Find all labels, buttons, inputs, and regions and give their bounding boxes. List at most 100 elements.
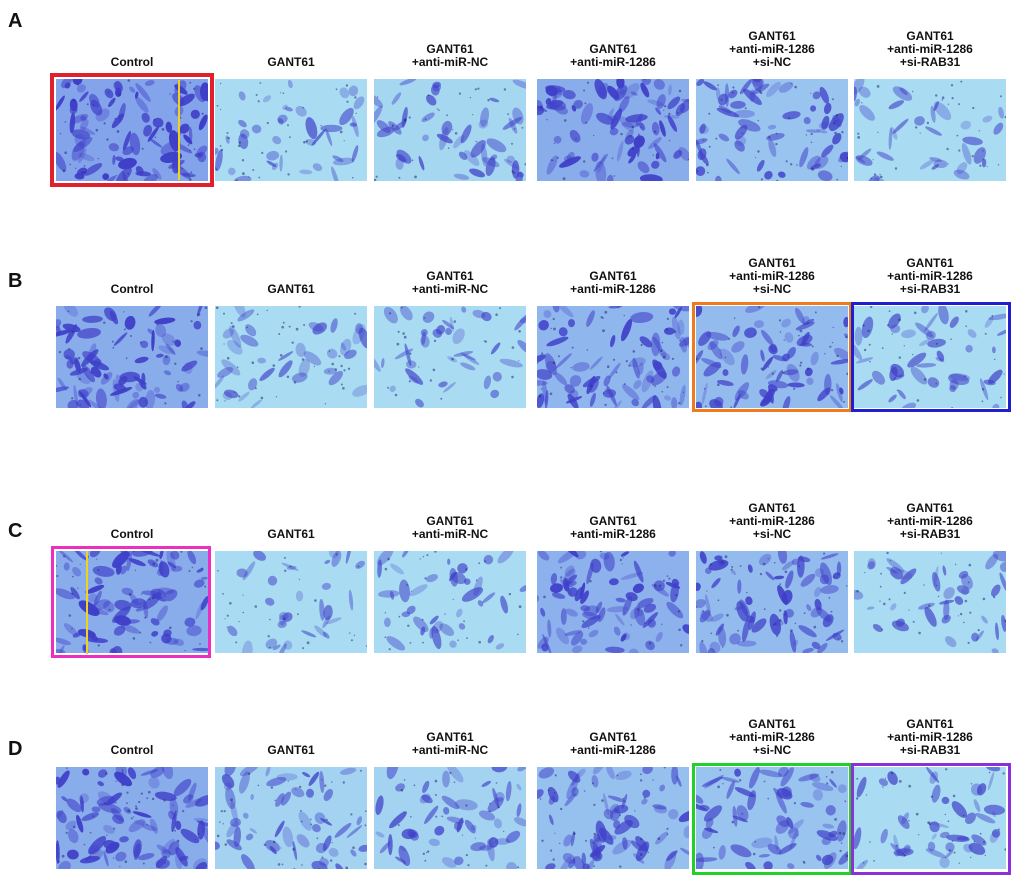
panel-letter-d: D bbox=[8, 738, 23, 760]
column-label: GANT61 bbox=[211, 528, 371, 541]
column-label-line: GANT61 bbox=[426, 514, 474, 528]
micrograph bbox=[696, 306, 848, 408]
column-label-line: GANT61 bbox=[426, 42, 474, 56]
column-label-line: +anti-miR-1286 bbox=[729, 269, 815, 283]
column-label: GANT61 +anti-miR-1286 bbox=[533, 515, 693, 541]
column-label: GANT61 +anti-miR-1286 bbox=[533, 270, 693, 296]
micrograph bbox=[56, 79, 208, 181]
column-label: Control bbox=[52, 744, 212, 757]
column-label-line: +si-NC bbox=[752, 527, 792, 541]
column-label-line: +si-RAB31 bbox=[899, 527, 961, 541]
column-label-line: GANT61 bbox=[267, 743, 315, 757]
column-label: GANT61 +anti-miR-1286 +si-NC bbox=[692, 257, 852, 296]
column-label: GANT61 +anti-miR-1286 bbox=[533, 43, 693, 69]
column-label: GANT61 +anti-miR-NC bbox=[370, 731, 530, 757]
column-label-line: +si-NC bbox=[752, 282, 792, 296]
micrograph bbox=[854, 551, 1006, 653]
column-label-line: +anti-miR-NC bbox=[411, 743, 489, 757]
column-label: GANT61 +anti-miR-1286 +si-RAB31 bbox=[850, 30, 1010, 69]
column-label-line: Control bbox=[110, 743, 154, 757]
micrograph bbox=[696, 551, 848, 653]
micrograph bbox=[374, 767, 526, 869]
column-label-line: GANT61 bbox=[748, 501, 796, 515]
column-label-line: +si-RAB31 bbox=[899, 55, 961, 69]
micrograph bbox=[854, 306, 1006, 408]
column-label-line: +anti-miR-1286 bbox=[887, 730, 973, 744]
column-label: GANT61 bbox=[211, 744, 371, 757]
micrograph bbox=[374, 551, 526, 653]
micrograph bbox=[696, 767, 848, 869]
column-label-line: Control bbox=[110, 55, 154, 69]
column-label-line: +si-NC bbox=[752, 743, 792, 757]
micrograph bbox=[56, 767, 208, 869]
panel-letter-a: A bbox=[8, 10, 23, 32]
micrograph bbox=[537, 306, 689, 408]
column-label-line: Control bbox=[110, 282, 154, 296]
column-label-line: GANT61 bbox=[426, 730, 474, 744]
column-label: GANT61 bbox=[211, 56, 371, 69]
column-label: GANT61 +anti-miR-1286 +si-RAB31 bbox=[850, 257, 1010, 296]
micrograph bbox=[537, 551, 689, 653]
column-label-line: GANT61 bbox=[589, 269, 637, 283]
column-label: GANT61 +anti-miR-1286 +si-NC bbox=[692, 30, 852, 69]
column-label: GANT61 +anti-miR-1286 +si-RAB31 bbox=[850, 718, 1010, 757]
micrograph bbox=[56, 306, 208, 408]
column-label-line: GANT61 bbox=[906, 501, 954, 515]
micrograph bbox=[56, 551, 208, 653]
column-label-line: +anti-miR-NC bbox=[411, 282, 489, 296]
column-label-line: GANT61 bbox=[589, 730, 637, 744]
column-label-line: +anti-miR-1286 bbox=[729, 42, 815, 56]
column-label: Control bbox=[52, 283, 212, 296]
column-label: GANT61 +anti-miR-NC bbox=[370, 515, 530, 541]
column-label-line: +anti-miR-1286 bbox=[570, 743, 656, 757]
column-label: GANT61 +anti-miR-1286 +si-NC bbox=[692, 718, 852, 757]
micrograph bbox=[215, 767, 367, 869]
column-label-line: GANT61 bbox=[589, 42, 637, 56]
column-label-line: GANT61 bbox=[748, 256, 796, 270]
column-label-line: +anti-miR-NC bbox=[411, 55, 489, 69]
column-label-line: GANT61 bbox=[267, 55, 315, 69]
micrograph bbox=[374, 79, 526, 181]
column-label-line: +anti-miR-1286 bbox=[570, 55, 656, 69]
column-label-line: +anti-miR-NC bbox=[411, 527, 489, 541]
micrograph bbox=[537, 79, 689, 181]
column-label-line: GANT61 bbox=[906, 256, 954, 270]
column-label-line: +anti-miR-1286 bbox=[570, 527, 656, 541]
column-label-line: Control bbox=[110, 527, 154, 541]
column-label-line: GANT61 bbox=[589, 514, 637, 528]
micrograph bbox=[215, 79, 367, 181]
micrograph bbox=[215, 551, 367, 653]
column-label-line: GANT61 bbox=[906, 29, 954, 43]
column-label-line: GANT61 bbox=[906, 717, 954, 731]
micrograph bbox=[537, 767, 689, 869]
panel-letter-b: B bbox=[8, 270, 23, 292]
micrograph bbox=[696, 79, 848, 181]
column-label-line: GANT61 bbox=[267, 527, 315, 541]
column-label: Control bbox=[52, 56, 212, 69]
column-label-line: GANT61 bbox=[426, 269, 474, 283]
column-label-line: +anti-miR-1286 bbox=[729, 730, 815, 744]
micrograph bbox=[374, 306, 526, 408]
column-label: GANT61 +anti-miR-NC bbox=[370, 43, 530, 69]
column-label-line: +si-RAB31 bbox=[899, 743, 961, 757]
column-label-line: +si-NC bbox=[752, 55, 792, 69]
micrograph bbox=[215, 306, 367, 408]
micrograph bbox=[854, 79, 1006, 181]
micrograph bbox=[854, 767, 1006, 869]
column-label-line: +anti-miR-1286 bbox=[887, 42, 973, 56]
column-label: Control bbox=[52, 528, 212, 541]
column-label: GANT61 +anti-miR-1286 bbox=[533, 731, 693, 757]
column-label-line: GANT61 bbox=[267, 282, 315, 296]
column-label-line: +anti-miR-1286 bbox=[887, 269, 973, 283]
panel-letter-c: C bbox=[8, 520, 23, 542]
column-label-line: +si-RAB31 bbox=[899, 282, 961, 296]
column-label-line: +anti-miR-1286 bbox=[570, 282, 656, 296]
column-label-line: +anti-miR-1286 bbox=[729, 514, 815, 528]
column-label-line: GANT61 bbox=[748, 717, 796, 731]
column-label: GANT61 +anti-miR-NC bbox=[370, 270, 530, 296]
column-label-line: GANT61 bbox=[748, 29, 796, 43]
column-label-line: +anti-miR-1286 bbox=[887, 514, 973, 528]
column-label: GANT61 +anti-miR-1286 +si-RAB31 bbox=[850, 502, 1010, 541]
column-label: GANT61 bbox=[211, 283, 371, 296]
column-label: GANT61 +anti-miR-1286 +si-NC bbox=[692, 502, 852, 541]
